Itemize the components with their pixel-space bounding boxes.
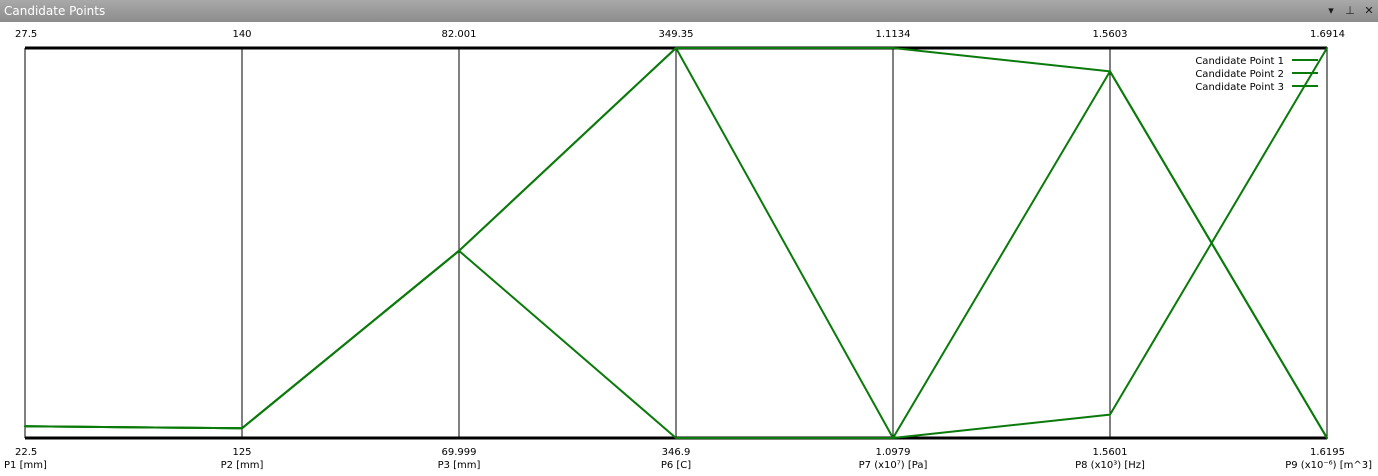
axis-min-label: 1.6195 bbox=[1310, 447, 1345, 458]
chevron-down-icon[interactable]: ▾ bbox=[1328, 4, 1334, 17]
axis-name-label: P9 (x10⁻⁶) [m^3] bbox=[1285, 460, 1372, 471]
series-line-3 bbox=[24, 70, 1328, 439]
axis-min-label: 22.5 bbox=[15, 447, 37, 458]
axis-name-label: P7 (x10⁷) [Pa] bbox=[859, 460, 928, 471]
panel-title: Candidate Points bbox=[4, 4, 106, 18]
axis-name-label: P1 [mm] bbox=[4, 460, 47, 471]
axis-name-label: P2 [mm] bbox=[221, 460, 264, 471]
axis-name-label: P6 [C] bbox=[661, 460, 691, 471]
axis-max-label: 349.35 bbox=[659, 29, 694, 40]
parallel-coordinates-chart: 27.5 22.5 P1 [mm] 140 125 P2 [mm] 82.001 69.999… bbox=[4, 29, 1372, 471]
axis-name-label: P3 [mm] bbox=[438, 460, 481, 471]
axis-max-label: 1.6914 bbox=[1310, 29, 1345, 40]
axis-min-label: 1.5601 bbox=[1093, 447, 1128, 458]
axis-max-label: 1.1134 bbox=[876, 29, 911, 40]
legend-label: Candidate Point 3 bbox=[1195, 82, 1284, 93]
axis-min-label: 69.999 bbox=[442, 447, 477, 458]
axis-name-label: P8 (x10³) [Hz] bbox=[1075, 460, 1145, 471]
axis-min-label: 125 bbox=[232, 447, 251, 458]
axis-min-label: 1.0979 bbox=[876, 447, 911, 458]
pin-icon[interactable]: ⊥ bbox=[1345, 4, 1355, 17]
axis-min-label: 346.9 bbox=[662, 447, 691, 458]
axis-max-label: 82.001 bbox=[442, 29, 477, 40]
title-bar: Candidate Points ▾ ⊥ ✕ bbox=[0, 0, 1378, 22]
axis-max-label: 140 bbox=[232, 29, 251, 40]
legend-label: Candidate Point 1 bbox=[1195, 56, 1284, 67]
axis-max-label: 27.5 bbox=[15, 29, 37, 40]
close-icon[interactable]: ✕ bbox=[1364, 4, 1374, 17]
legend-label: Candidate Point 2 bbox=[1195, 69, 1284, 80]
axis-max-label: 1.5603 bbox=[1093, 29, 1128, 40]
